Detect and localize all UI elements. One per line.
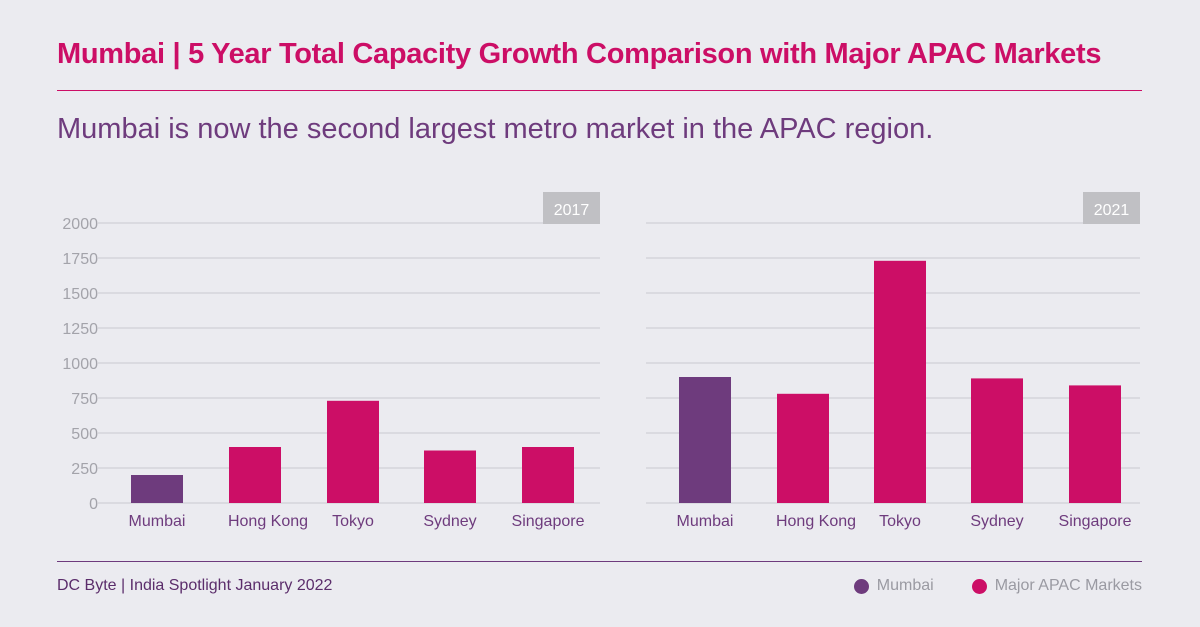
bar-hong-kong <box>229 447 281 503</box>
legend-item-apac: Major APAC Markets <box>971 577 1142 595</box>
bar-singapore <box>522 447 574 503</box>
source-text: DC Byte | India Spotlight January 2022 <box>57 577 333 594</box>
year-badge-label: 2021 <box>1094 202 1130 219</box>
chart-subtitle: Mumbai is now the second largest metro m… <box>57 113 934 145</box>
y-tick-label: 2000 <box>62 216 98 233</box>
x-tick-label: Mumbai <box>129 513 186 530</box>
y-tick-label: 750 <box>71 391 98 408</box>
y-tick-label: 1500 <box>62 286 98 303</box>
bar-tokyo <box>327 400 379 503</box>
y-tick-label: 250 <box>71 461 98 478</box>
legend-label: Mumbai <box>876 577 934 594</box>
bar-singapore <box>1069 385 1121 503</box>
x-tick-label: Mumbai <box>677 513 734 530</box>
x-tick-label: Singapore <box>1059 513 1132 530</box>
bar-sydney <box>971 378 1023 503</box>
x-tick-label: Hong Kong <box>228 513 308 530</box>
x-tick-label: Hong Kong <box>776 513 856 530</box>
footer-divider <box>57 561 1142 562</box>
y-tick-label: 1750 <box>62 251 98 268</box>
bar-hong-kong <box>777 393 829 503</box>
x-tick-label: Singapore <box>512 513 585 530</box>
bar-mumbai <box>131 475 183 503</box>
y-tick-label: 1250 <box>62 321 98 338</box>
year-badge <box>1083 192 1140 224</box>
legend-item-mumbai: Mumbai <box>853 577 934 595</box>
x-tick-label: Sydney <box>970 513 1023 530</box>
bar-tokyo <box>874 260 926 503</box>
bar-mumbai <box>679 377 731 503</box>
x-tick-label: Tokyo <box>332 513 374 530</box>
year-badge-label: 2017 <box>554 202 590 219</box>
legend-label: Major APAC Markets <box>994 577 1142 594</box>
legend-swatch-apac <box>971 578 987 594</box>
chart-title: Mumbai | 5 Year Total Capacity Growth Co… <box>57 38 1102 70</box>
y-tick-label: 0 <box>89 496 98 513</box>
legend: Mumbai Major APAC Markets <box>853 577 1142 595</box>
title-divider <box>57 90 1142 91</box>
year-badge <box>543 192 600 224</box>
y-tick-label: 500 <box>71 426 98 443</box>
y-tick-label: 1000 <box>62 356 98 373</box>
legend-swatch-mumbai <box>853 578 869 594</box>
bar-sydney <box>424 450 476 503</box>
x-tick-label: Tokyo <box>879 513 921 530</box>
x-tick-label: Sydney <box>423 513 476 530</box>
